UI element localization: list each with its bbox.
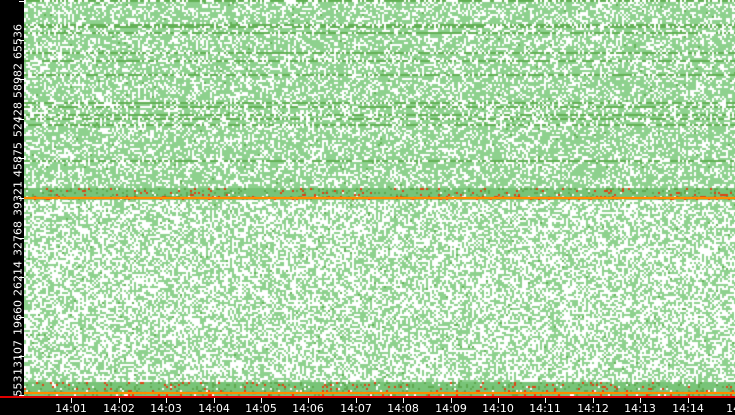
marker-line-32768 — [24, 197, 735, 199]
x-axis-tick — [545, 398, 546, 403]
x-axis-tick — [261, 398, 262, 403]
x-axis-tick-label: 14:12 — [577, 402, 609, 415]
y-axis-tick — [19, 158, 24, 159]
x-axis-tick-label: 14:02 — [103, 402, 135, 415]
x-axis-tick-label: 14:07 — [340, 402, 372, 415]
x-axis-tick-label: 14:13 — [624, 402, 656, 415]
y-axis-tick-label-text: 58982 — [11, 63, 25, 98]
x-axis-baseline — [0, 396, 735, 398]
x-axis-tick — [593, 398, 594, 403]
y-axis-tick — [19, 395, 24, 396]
y-axis-tick — [19, 238, 24, 239]
x-axis-tick — [166, 398, 167, 403]
x-axis-tick-label: 14:14 — [672, 402, 704, 415]
y-axis-tick-label-text: 13107 — [11, 340, 25, 375]
plot-area[interactable] — [24, 0, 735, 396]
y-axis-tick-label: 45875 — [11, 142, 25, 177]
x-axis-tick-label: 14:03 — [150, 402, 182, 415]
y-axis: 65536 58982 52428 45875 39321 32768 26214 19660… — [0, 0, 25, 411]
x-axis: 14:01 14:02 14:03 14:04 14:05 14:06 14:07 14:08… — [0, 396, 735, 415]
y-axis-tick-label-text: 45875 — [11, 142, 25, 177]
x-axis-tick — [451, 398, 452, 403]
y-axis-tick — [19, 40, 24, 41]
y-axis-tick-label: 65536 — [11, 24, 25, 59]
y-axis-tick — [19, 79, 24, 80]
y-axis-tick — [19, 119, 24, 120]
y-axis-tick-label-text: 26214 — [11, 261, 25, 296]
x-axis-tick — [688, 398, 689, 403]
x-axis-tick — [71, 398, 72, 403]
x-axis-tick-label: 14:04 — [198, 402, 230, 415]
x-axis-tick — [119, 398, 120, 403]
x-axis-tick — [214, 398, 215, 403]
y-axis-tick-label: 58982 — [11, 63, 25, 98]
y-axis-tick — [19, 356, 24, 357]
x-axis-tick — [403, 398, 404, 403]
x-axis-tick — [640, 398, 641, 403]
y-axis-tick-label-text: 65536 — [11, 24, 25, 59]
y-axis-tick — [19, 277, 24, 278]
y-axis-tick-label: 26214 — [11, 261, 25, 296]
y-axis-tick — [19, 317, 24, 318]
y-axis-tick-label: 13107 — [11, 340, 25, 375]
x-axis-tick-label: 14:06 — [292, 402, 324, 415]
marker-line-0 — [24, 392, 735, 394]
x-axis-tick — [498, 398, 499, 403]
x-axis-tick-label: 14:01 — [55, 402, 87, 415]
x-axis-tick-label: 14:11 — [529, 402, 561, 415]
y-axis-tick — [19, 198, 24, 199]
x-axis-tick-label: 14:10 — [482, 402, 514, 415]
x-axis-tick — [308, 398, 309, 403]
x-axis-tick-label: 14:05 — [245, 402, 277, 415]
y-axis-tick — [19, 1, 24, 2]
x-axis-tick — [356, 398, 357, 403]
x-axis-tick-label: 14: — [726, 402, 735, 415]
x-axis-tick-label: 14:08 — [387, 402, 419, 415]
x-axis-tick-label: 14:09 — [435, 402, 467, 415]
